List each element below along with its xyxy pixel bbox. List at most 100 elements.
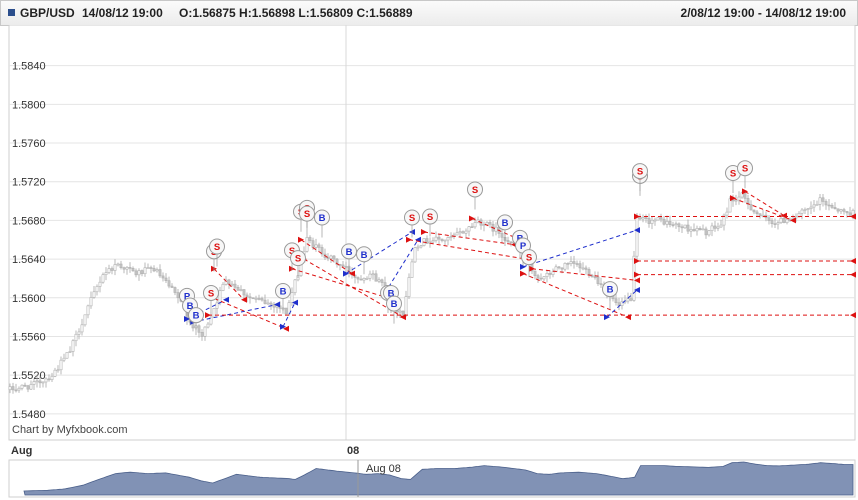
candle-body: [27, 386, 29, 389]
candle-body: [432, 241, 434, 242]
candle-body: [507, 240, 509, 241]
candle-body: [399, 311, 401, 312]
y-tick-label: 1.5680: [12, 215, 46, 227]
candle-body: [117, 264, 119, 265]
candle-body: [414, 248, 416, 262]
candle-body: [816, 204, 818, 205]
candle-body: [72, 341, 74, 352]
y-tick-label: 1.5800: [12, 99, 46, 111]
candle-body: [663, 219, 665, 224]
candle-body: [369, 274, 371, 278]
candle-body: [648, 218, 650, 223]
candle-body: [708, 231, 710, 235]
candle-body: [549, 273, 551, 274]
candle-body: [483, 225, 485, 226]
candle-body: [174, 288, 176, 293]
candle-body: [171, 286, 173, 287]
candle-body: [471, 227, 473, 228]
marker-b-label: B: [361, 250, 368, 261]
candle-body: [573, 262, 575, 264]
candle-body: [69, 351, 71, 352]
candle-body: [93, 292, 95, 298]
y-tick-label: 1.5760: [12, 138, 46, 150]
candle-body: [375, 274, 377, 281]
candle-body: [177, 293, 179, 298]
candle-body: [267, 303, 269, 304]
candle-body: [552, 272, 554, 275]
candle-body: [489, 222, 491, 224]
candle-body: [81, 325, 83, 332]
marker-s-label: S: [214, 242, 220, 253]
candle-body: [705, 229, 707, 235]
y-tick-label: 1.5840: [12, 61, 46, 73]
candle-body: [537, 276, 539, 278]
candle-body: [714, 226, 716, 228]
candle-body: [66, 352, 68, 358]
candle-body: [744, 193, 746, 199]
candle-body: [147, 268, 149, 269]
candle-body: [462, 232, 464, 234]
candle-body: [738, 197, 740, 200]
candle-body: [234, 284, 236, 287]
navigator-label: Aug 08: [366, 463, 401, 475]
candle-body: [198, 326, 200, 333]
candle-body: [312, 241, 314, 248]
forex-chart[interactable]: 1.5480 1.5520 1.5560 1.5600 1.5640 1.5680 1.57…: [0, 25, 858, 500]
marker-s-label: S: [409, 213, 415, 224]
candle-body: [135, 271, 137, 275]
candle-body: [108, 269, 110, 273]
marker-b-label: B: [391, 299, 398, 310]
candle-body: [222, 284, 224, 290]
candle-body: [720, 225, 722, 227]
candle-body: [126, 267, 128, 269]
marker-s-label: S: [526, 253, 532, 264]
candle-body: [75, 334, 77, 340]
candle-body: [120, 264, 122, 268]
candle-body: [156, 270, 158, 271]
candle-body: [804, 209, 806, 210]
ohlc-label: O:1.56875 H:1.56898 L:1.56809 C:1.56889: [179, 6, 413, 20]
candle-body: [285, 308, 287, 314]
candle-body: [318, 245, 320, 248]
candle-body: [699, 228, 701, 229]
candle-body: [669, 221, 671, 224]
candle-body: [213, 308, 215, 317]
candle-body: [36, 381, 38, 382]
candle-body: [696, 228, 698, 231]
candle-body: [687, 225, 689, 231]
candle-body: [597, 277, 599, 284]
candle-body: [132, 268, 134, 271]
candle-body: [822, 198, 824, 202]
candle-body: [753, 210, 755, 212]
candle-body: [831, 205, 833, 207]
candle-body: [837, 209, 839, 211]
candle-body: [165, 278, 167, 281]
candle-body: [681, 227, 683, 228]
candle-body: [51, 376, 53, 379]
candle-body: [249, 297, 251, 298]
candle-body: [813, 205, 815, 207]
candle-body: [678, 224, 680, 227]
candle-body: [240, 290, 242, 291]
candle-body: [690, 229, 692, 231]
candle-body: [543, 277, 545, 279]
candle-body: [381, 280, 383, 283]
candle-body: [447, 237, 449, 240]
candle-body: [123, 268, 125, 269]
candle-body: [834, 207, 836, 208]
candle-body: [417, 247, 419, 248]
x-tick-label: Aug: [11, 445, 32, 457]
candle-body: [12, 387, 14, 390]
candle-body: [567, 263, 569, 264]
x-tick-label: 08: [347, 445, 359, 457]
timestamp-label: 14/08/12 19:00: [82, 6, 163, 20]
marker-s-label: S: [427, 212, 433, 223]
candle-body: [849, 213, 851, 215]
candle-body: [639, 217, 641, 219]
candle-body: [651, 220, 653, 223]
candle-body: [726, 212, 728, 215]
candle-body: [360, 279, 362, 280]
candle-body: [828, 205, 830, 206]
candle-body: [501, 233, 503, 237]
candle-body: [258, 298, 260, 299]
